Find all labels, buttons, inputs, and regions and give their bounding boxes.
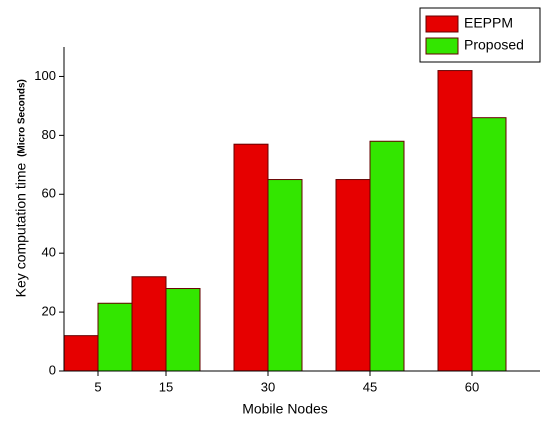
legend-label: EEPPM [464, 15, 513, 31]
x-tick-label: 60 [465, 379, 479, 394]
y-axis-label: Key computation time [13, 162, 29, 297]
legend-swatch [425, 37, 459, 55]
x-axis-label: Mobile Nodes [242, 401, 328, 417]
bar [233, 143, 269, 372]
y-axis-label-group: Key computation time (Micro Seconds) [13, 79, 29, 297]
x-tick-label: 5 [94, 379, 101, 394]
bar [97, 302, 133, 372]
bar [335, 179, 371, 372]
x-tick-label: 15 [159, 379, 173, 394]
bar [63, 335, 99, 372]
bar [267, 179, 303, 372]
bar [471, 117, 507, 372]
legend-swatch [425, 15, 459, 33]
y-tick-label: 40 [42, 245, 56, 260]
bar [131, 276, 167, 372]
y-tick-label: 80 [42, 127, 56, 142]
y-tick-label: 0 [49, 362, 56, 377]
y-axis-unit: (Micro Seconds) [17, 79, 28, 157]
y-tick-label: 60 [42, 186, 56, 201]
x-tick-label: 45 [363, 379, 377, 394]
y-tick-label: 100 [34, 68, 56, 83]
y-tick-label: 20 [42, 304, 56, 319]
legend-label: Proposed [464, 37, 524, 53]
bar [369, 140, 405, 372]
x-tick-label: 30 [261, 379, 275, 394]
bar [437, 70, 473, 372]
bar [165, 288, 201, 372]
